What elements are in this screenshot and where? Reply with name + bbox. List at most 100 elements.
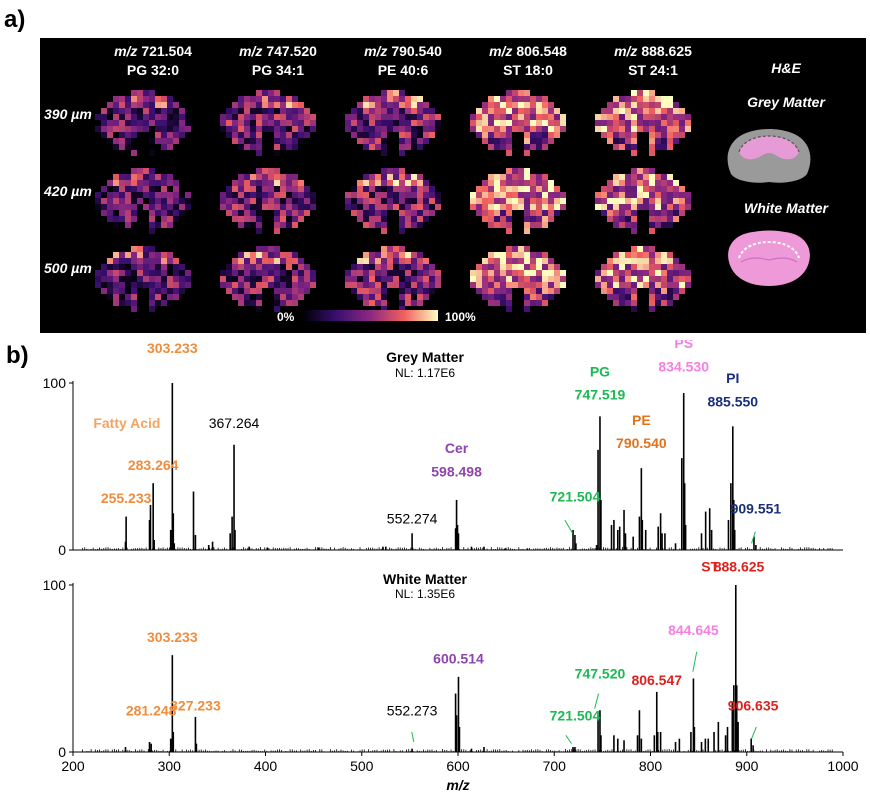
ion-image-pixel	[268, 90, 274, 96]
ion-image-pixel	[506, 282, 512, 288]
x-tick-label: 400	[254, 758, 278, 774]
ion-image-pixel	[238, 132, 244, 138]
he-title: H&E	[771, 60, 801, 76]
ion-image-pixel	[429, 270, 435, 276]
ion-image-pixel	[643, 102, 649, 108]
ion-image-pixel	[387, 246, 393, 252]
ion-image-pixel	[375, 216, 381, 222]
ion-image-pixel	[161, 288, 167, 294]
ion-image-pixel	[244, 114, 250, 120]
ion-image-pixel	[155, 204, 161, 210]
ion-image-pixel	[155, 102, 161, 108]
ion-image-pixel	[119, 186, 125, 192]
ion-image-pixel	[679, 132, 685, 138]
ion-image-pixel	[411, 138, 417, 144]
ion-image-pixel	[667, 108, 673, 114]
ion-image-pixel	[137, 270, 143, 276]
ion-image-pixel	[256, 288, 262, 294]
ion-image-pixel	[476, 282, 482, 288]
ion-image-pixel	[470, 204, 476, 210]
ion-image-pixel	[613, 126, 619, 132]
ion-image-pixel	[631, 270, 637, 276]
ion-image-pixel	[155, 96, 161, 102]
ion-image-pixel	[226, 132, 232, 138]
ion-image-pixel	[417, 96, 423, 102]
ion-image-pixel	[393, 114, 399, 120]
ion-image-pixel	[506, 258, 512, 264]
ion-image-pixel	[173, 132, 179, 138]
ion-image-pixel	[357, 120, 363, 126]
ion-image-pixel	[256, 210, 262, 216]
ion-image-pixel	[292, 264, 298, 270]
ion-image-pixel	[274, 282, 280, 288]
ion-image-pixel	[536, 102, 542, 108]
ion-image-pixel	[399, 276, 405, 282]
ion-image-pixel	[685, 192, 691, 198]
row-label-420: 420 µm	[44, 183, 92, 199]
ion-image-pixel	[530, 198, 536, 204]
ion-image-pixel	[161, 192, 167, 198]
ion-image-pixel	[625, 300, 631, 306]
ion-image-pixel	[107, 120, 113, 126]
ion-image-pixel	[250, 204, 256, 210]
ion-image-pixel	[292, 102, 298, 108]
ion-image-pixel	[143, 174, 149, 180]
ion-image-pixel	[607, 126, 613, 132]
ion-image-pixel	[292, 204, 298, 210]
ion-image-pixel	[155, 180, 161, 186]
ion-image-pixel	[298, 270, 304, 276]
peak-annotation: 906.635	[728, 697, 779, 713]
ion-image-pixel	[518, 282, 524, 288]
ion-image-pixel	[399, 168, 405, 174]
ion-image-pixel	[595, 276, 601, 282]
ion-image-pixel	[220, 114, 226, 120]
ion-image-pixel	[143, 102, 149, 108]
ion-image-pixel	[292, 282, 298, 288]
ion-image-pixel	[405, 216, 411, 222]
ion-image-pixel	[167, 192, 173, 198]
ion-image-pixel	[673, 126, 679, 132]
ion-image-pixel	[524, 270, 530, 276]
ion-image-pixel	[298, 276, 304, 282]
ion-image-pixel	[667, 138, 673, 144]
peak-annotation: 806.547	[631, 672, 682, 688]
ion-image-pixel	[280, 204, 286, 210]
ion-image-pixel	[673, 186, 679, 192]
ion-image-pixel	[161, 126, 167, 132]
ion-image-pixel	[518, 90, 524, 96]
ion-image-pixel	[149, 192, 155, 198]
ion-image-pixel	[643, 168, 649, 174]
ion-image-pixel	[357, 102, 363, 108]
ion-image-pixel	[161, 282, 167, 288]
ion-image-pixel	[113, 258, 119, 264]
ion-image-pixel	[530, 282, 536, 288]
ion-image-pixel	[179, 192, 185, 198]
ion-image-pixel	[667, 216, 673, 222]
ion-image-pixel	[310, 198, 316, 204]
ion-image-pixel	[387, 90, 393, 96]
ion-image-pixel	[226, 126, 232, 132]
ion-image-pixel	[661, 198, 667, 204]
ion-image-pixel	[649, 246, 655, 252]
ion-image-pixel	[643, 276, 649, 282]
ion-image-pixel	[304, 288, 310, 294]
ion-image-pixel	[399, 198, 405, 204]
ion-image-pixel	[649, 126, 655, 132]
ion-image-pixel	[560, 114, 566, 120]
ion-image-pixel	[488, 126, 494, 132]
ion-image-pixel	[506, 228, 512, 234]
ion-image-pixel	[250, 276, 256, 282]
ion-image-pixel	[244, 204, 250, 210]
ion-image-pixel	[280, 144, 286, 150]
ion-image-pixel	[423, 282, 429, 288]
ion-image-pixel	[679, 186, 685, 192]
ion-image-pixel	[530, 252, 536, 258]
ion-image-pixel	[673, 108, 679, 114]
ion-image-pixel	[512, 270, 518, 276]
ion-image-pixel	[405, 192, 411, 198]
ion-image-pixel	[250, 138, 256, 144]
ion-image-pixel	[625, 270, 631, 276]
ion-image-pixel	[631, 276, 637, 282]
ion-image-pixel	[637, 186, 643, 192]
ion-image-pixel	[298, 180, 304, 186]
